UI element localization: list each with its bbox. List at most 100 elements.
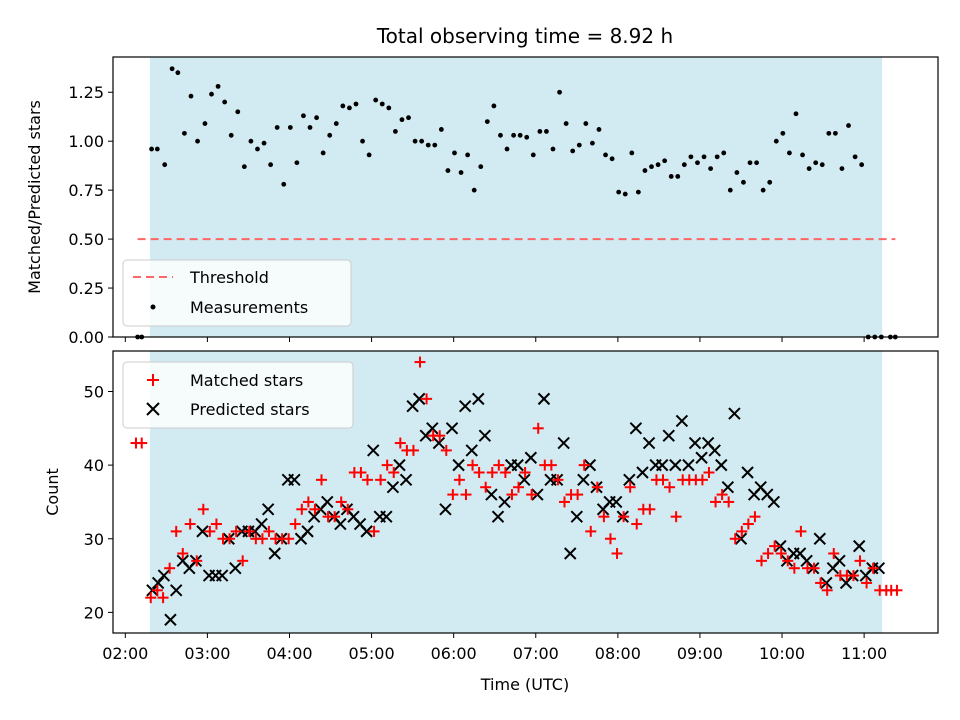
matched-point bbox=[782, 555, 794, 567]
measurement-point bbox=[800, 152, 805, 158]
predicted-point bbox=[610, 495, 623, 509]
top-legend: Threshold Measurements bbox=[122, 259, 352, 327]
measurement-point bbox=[675, 174, 681, 179]
measurement-point bbox=[498, 132, 503, 138]
predicted-point bbox=[682, 458, 695, 472]
measurement-point bbox=[386, 105, 392, 111]
measurement-point bbox=[603, 152, 608, 158]
matched-point bbox=[729, 533, 741, 545]
predicted-point bbox=[412, 392, 426, 406]
matched-point bbox=[197, 503, 209, 515]
matched-point bbox=[375, 474, 387, 486]
matched-point bbox=[585, 525, 597, 537]
predicted-point bbox=[288, 473, 301, 487]
matched-point bbox=[519, 466, 531, 478]
matched-point bbox=[335, 496, 347, 508]
measurement-point bbox=[222, 99, 228, 105]
measurements-legend-swatch bbox=[150, 304, 156, 310]
predicted-point bbox=[655, 458, 669, 472]
predicted-point bbox=[498, 495, 511, 509]
measurement-point bbox=[379, 101, 385, 107]
predicted-point bbox=[577, 473, 590, 487]
measurement-point bbox=[576, 142, 582, 148]
predicted-point bbox=[511, 458, 524, 472]
predicted-point bbox=[321, 495, 334, 509]
predicted-point bbox=[439, 503, 452, 516]
matched-point bbox=[670, 511, 682, 523]
measurement-point bbox=[452, 150, 457, 156]
matched-point bbox=[891, 584, 903, 596]
matched-point bbox=[184, 518, 196, 530]
measurement-point bbox=[241, 164, 247, 170]
top-y-tick-label: 0.00 bbox=[68, 328, 104, 347]
measurement-point bbox=[195, 138, 200, 144]
measurement-point bbox=[550, 146, 556, 152]
bottom-x-tick-label: 09:00 bbox=[677, 644, 723, 663]
matched-point bbox=[499, 466, 511, 478]
predicted-point bbox=[688, 436, 702, 450]
measurement-point bbox=[708, 166, 714, 172]
bottom-y-ticks: 20 30 40 50 bbox=[84, 382, 113, 622]
measurement-point bbox=[162, 162, 168, 168]
measurement-point bbox=[307, 125, 313, 130]
matched-point bbox=[157, 592, 169, 604]
matched-point bbox=[256, 533, 268, 545]
predicted-point bbox=[432, 436, 446, 450]
matched-point bbox=[447, 489, 459, 501]
measurement-point bbox=[767, 179, 773, 185]
matched-point bbox=[434, 430, 446, 442]
matched-point bbox=[151, 584, 163, 596]
predicted-point bbox=[215, 569, 229, 582]
predicted-point bbox=[426, 422, 439, 435]
measurement-point bbox=[570, 148, 576, 154]
chart-title: Total observing time = 8.92 h bbox=[376, 24, 673, 48]
measurement-point bbox=[721, 150, 727, 156]
matched-point bbox=[381, 459, 393, 471]
matched-point bbox=[775, 547, 787, 559]
predicted-point bbox=[721, 481, 735, 494]
matched-point bbox=[309, 503, 321, 515]
matched-point bbox=[191, 555, 203, 567]
measurement-point bbox=[727, 187, 733, 193]
bottom-x-tick-label: 03:00 bbox=[184, 644, 230, 663]
matched-point bbox=[210, 518, 222, 530]
x-axis-label: Time (UTC) bbox=[480, 675, 569, 694]
matched-point bbox=[237, 555, 249, 567]
measurement-point bbox=[340, 103, 346, 109]
predicted-point bbox=[570, 510, 584, 523]
predicted-point bbox=[334, 517, 347, 531]
matched-point bbox=[296, 503, 308, 515]
matched-point bbox=[342, 503, 354, 515]
measurement-point bbox=[859, 162, 865, 168]
measurement-point bbox=[399, 117, 405, 123]
matched-point bbox=[506, 489, 518, 501]
matched-point bbox=[473, 466, 485, 478]
predicted-point bbox=[557, 436, 570, 450]
matched-point bbox=[170, 525, 182, 537]
measurement-point bbox=[353, 101, 359, 107]
bottom-x-tick-label: 11:00 bbox=[841, 644, 887, 663]
predicted-point bbox=[301, 525, 314, 538]
matched-point bbox=[532, 422, 544, 434]
predicted-point bbox=[524, 451, 538, 464]
top-y-tick-label: 0.50 bbox=[68, 230, 104, 249]
matched-point bbox=[572, 489, 584, 501]
matched-point bbox=[453, 474, 465, 486]
matched-point bbox=[230, 525, 242, 537]
predicted-point bbox=[472, 392, 485, 406]
measurement-point bbox=[596, 127, 602, 132]
measurement-point bbox=[530, 152, 536, 158]
measurement-point bbox=[419, 138, 425, 144]
measurement-point bbox=[852, 154, 858, 160]
measurement-point bbox=[202, 121, 208, 126]
matched-point bbox=[316, 474, 328, 486]
bottom-y-axis-label: Count bbox=[43, 468, 62, 516]
measurement-point bbox=[517, 132, 523, 138]
predicted-point bbox=[833, 554, 846, 568]
measurement-point bbox=[287, 125, 293, 130]
predicted-point bbox=[636, 466, 649, 479]
matched-point bbox=[828, 547, 840, 559]
matched-point bbox=[289, 518, 301, 530]
predicted-point bbox=[852, 539, 866, 553]
